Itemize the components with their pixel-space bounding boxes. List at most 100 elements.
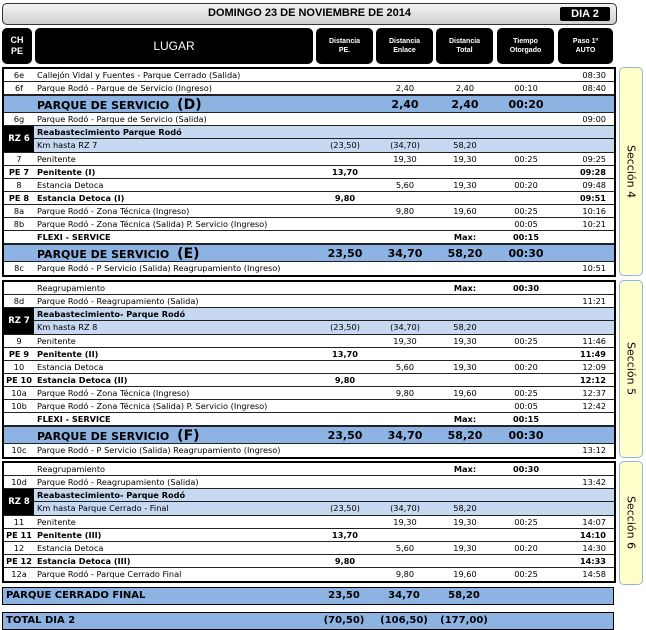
lugar: Estancia Detoca <box>37 180 104 190</box>
section-tab: Sección 5 <box>619 280 643 458</box>
dist-pe <box>315 231 375 244</box>
dist-total <box>435 113 495 126</box>
ch-code <box>4 282 34 295</box>
dist-pe <box>315 153 375 166</box>
dist-tiempo <box>495 192 557 205</box>
dist-enlace <box>375 463 435 476</box>
dist-tiempo: 00:25 <box>514 206 538 216</box>
lugar: Parque Rodó - Reagrupamiento (Salida) <box>37 296 199 306</box>
dist-enlace <box>375 476 435 489</box>
lugar: Penitente <box>37 517 76 527</box>
dist-enlace <box>375 69 435 82</box>
dist-total <box>435 69 495 82</box>
col-ch: CH PE <box>2 28 32 64</box>
dist-enlace <box>375 218 435 231</box>
service-park-row: PARQUE DE SERVICIO (E) 23,50 34,70 58,20 00:3… <box>4 244 614 262</box>
dist-tiempo: 00:20 <box>508 98 544 111</box>
lugar: Estancia Detoca <box>37 543 104 553</box>
ch-code: 10c <box>11 445 27 455</box>
dist-enlace <box>375 192 435 205</box>
dist-tiempo <box>495 166 557 179</box>
ch-code: 7 <box>16 154 22 164</box>
itinerary-row: 8b Parque Rodó - Zona Técnica (Salida) P.… <box>4 218 614 231</box>
dist-tiempo: 00:20 <box>514 362 538 372</box>
dist-total <box>435 476 495 489</box>
rz-total: 58,20 <box>453 503 477 513</box>
dist-tiempo: 00:15 <box>512 232 540 242</box>
itinerary-row: PE 8 Estancia Detoca (I) 9,80 09:51 <box>4 192 614 205</box>
dist-total: 19,30 <box>453 180 477 190</box>
dist-tiempo: 00:15 <box>512 414 540 424</box>
paso-time <box>557 282 610 295</box>
rz-pe: (23,50) <box>330 140 360 150</box>
dist-pe: 23,50 <box>327 429 363 442</box>
rz-pe: (23,50) <box>330 503 360 513</box>
dist-tiempo <box>495 69 557 82</box>
lugar: Parque Rodó - Zona Técnica (Salida) P. S… <box>37 401 268 411</box>
paso-time: 12:09 <box>582 362 606 372</box>
ch-code: 8b <box>13 219 25 229</box>
itinerary-row: 8a Parque Rodó - Zona Técnica (Ingreso) 9,… <box>4 205 614 218</box>
lugar: Estancia Detoca (II) <box>37 375 128 385</box>
ch-code: 8a <box>13 206 25 216</box>
dist-pe <box>315 82 375 95</box>
paso-time <box>557 231 610 244</box>
dist-enlace: 2,40 <box>391 98 419 111</box>
dist-pe <box>315 568 375 581</box>
paso-time: 09:48 <box>582 180 606 190</box>
total-dia-row: TOTAL DIA 2 (70,50) (106,50) (177,00) <box>2 612 614 630</box>
service-park-label: PARQUE DE SERVICIO (D) <box>34 96 315 115</box>
dist-tiempo: 00:20 <box>514 180 538 190</box>
dist-enlace <box>375 262 435 275</box>
dist-tiempo: 00:25 <box>514 154 538 164</box>
dist-tiempo: 00:25 <box>514 336 538 346</box>
dist-enlace: 5,60 <box>395 362 415 372</box>
dist-pe <box>315 335 375 348</box>
ch-code <box>4 463 34 476</box>
dist-enlace <box>375 374 435 387</box>
col-distancia-enlace: Distancia Enlace <box>376 28 433 64</box>
total-label: TOTAL DIA 2 <box>6 615 76 626</box>
dist-total: 2,40 <box>455 83 475 93</box>
ch-code: 6e <box>13 70 25 80</box>
dist-pe <box>315 444 375 457</box>
dist-enlace <box>375 282 435 295</box>
dist-total: 58,20 <box>447 429 483 442</box>
parque-cerrado-final-row: PARQUE CERRADO FINAL 23,50 34,70 58,20 <box>2 587 614 605</box>
dist-pe <box>315 179 375 192</box>
paso-time: 09:25 <box>582 154 606 164</box>
dist-enlace <box>375 555 435 568</box>
dist-tiempo: 00:05 <box>514 219 538 229</box>
col-paso: Paso 1º AUTO <box>558 28 613 64</box>
rz-pe: (23,50) <box>330 322 360 332</box>
dist-total: Max: <box>453 464 477 474</box>
itinerary-row: 6f Parque Rodó - Parque de Servicio (Ingr… <box>4 82 614 95</box>
service-park-name: PARQUE DE SERVICIO <box>37 430 170 443</box>
dist-enlace: 9,80 <box>395 388 415 398</box>
dist-pe <box>315 262 375 275</box>
service-park-label: PARQUE DE SERVICIO (E) <box>34 245 315 264</box>
dist-enlace <box>375 529 435 542</box>
dist-tiempo: 00:20 <box>514 543 538 553</box>
itinerary-row: 11 Penitente 19,30 19,30 00:25 14:07 <box>4 516 614 529</box>
dist-pe <box>315 387 375 400</box>
dist-pe: 9,80 <box>334 556 356 566</box>
dist-total <box>435 192 495 205</box>
itinerary-row: 8 Estancia Detoca 5,60 19,30 00:20 09:48 <box>4 179 614 192</box>
dist-pe: 9,80 <box>334 375 356 385</box>
lugar: Estancia Detoca (III) <box>37 556 131 566</box>
paso-time: 11:46 <box>582 336 606 346</box>
dist-tiempo <box>495 262 557 275</box>
dist-tiempo: 00:30 <box>508 247 544 260</box>
final-total: 58,20 <box>448 590 480 601</box>
dist-pe: 13,70 <box>332 167 358 177</box>
service-park-letter: (D) <box>177 97 202 113</box>
rz-code: RZ 7 <box>4 308 34 334</box>
ch-code: PE 12 <box>6 556 32 566</box>
rz-title: Reabastecimiento- Parque Rodó <box>37 309 186 319</box>
dist-total <box>435 166 495 179</box>
final-label: PARQUE CERRADO FINAL <box>6 590 146 601</box>
rz-enlace: (34,70) <box>390 322 420 332</box>
ch-code: 10b <box>11 401 27 411</box>
dist-total: 19,30 <box>453 517 477 527</box>
